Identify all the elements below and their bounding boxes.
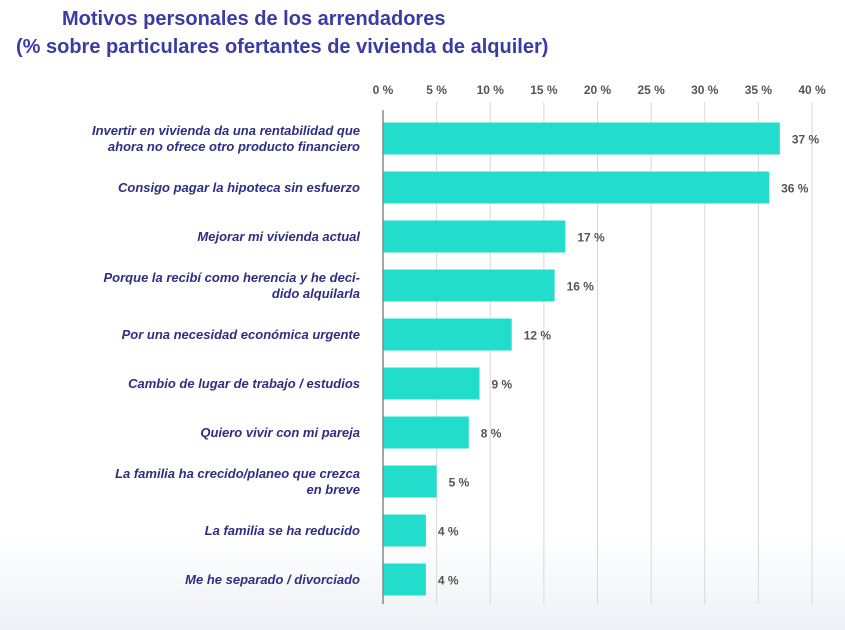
value-label: 4 % bbox=[438, 525, 459, 539]
value-label: 37 % bbox=[792, 133, 820, 147]
category-label: Invertir en vivienda da una rentabilidad… bbox=[91, 122, 360, 154]
category-label: Consigo pagar la hipoteca sin esfuerzo bbox=[118, 179, 360, 195]
x-tick-label: 10 % bbox=[477, 83, 505, 97]
x-tick-label: 0 % bbox=[373, 83, 394, 97]
bar bbox=[383, 171, 770, 204]
bar bbox=[383, 563, 426, 596]
category-label: La familia se ha reducido bbox=[204, 522, 360, 538]
bar bbox=[383, 220, 566, 253]
value-label: 36 % bbox=[781, 182, 809, 196]
value-label: 12 % bbox=[524, 329, 552, 343]
x-tick-label: 30 % bbox=[691, 83, 719, 97]
bar bbox=[383, 416, 469, 449]
bar bbox=[383, 465, 437, 498]
bar bbox=[383, 318, 512, 351]
bar bbox=[383, 122, 780, 155]
category-label: Porque la recibí como herencia y he deci… bbox=[103, 269, 360, 301]
category-label: Cambio de lugar de trabajo / estudios bbox=[128, 375, 360, 391]
bar bbox=[383, 367, 480, 400]
x-tick-label: 20 % bbox=[584, 83, 612, 97]
value-label: 5 % bbox=[449, 476, 470, 490]
value-label: 8 % bbox=[481, 427, 502, 441]
x-tick-label: 15 % bbox=[530, 83, 558, 97]
category-label: Me he separado / divorciado bbox=[185, 571, 360, 587]
value-label: 9 % bbox=[492, 378, 513, 392]
x-tick-label: 35 % bbox=[745, 83, 773, 97]
x-tick-label: 5 % bbox=[426, 83, 447, 97]
bar bbox=[383, 514, 426, 547]
value-label: 17 % bbox=[577, 231, 605, 245]
bar bbox=[383, 269, 555, 302]
x-tick-label: 40 % bbox=[798, 83, 826, 97]
category-label: Mejorar mi vivienda actual bbox=[197, 228, 360, 244]
category-label: Quiero vivir con mi pareja bbox=[200, 424, 360, 440]
chart-title: Motivos personales de los arrendadores bbox=[62, 8, 446, 30]
chart-subtitle: (% sobre particulares ofertantes de vivi… bbox=[16, 36, 549, 58]
x-tick-label: 25 % bbox=[637, 83, 665, 97]
value-label: 4 % bbox=[438, 574, 459, 588]
category-label: La familia ha crecido/planeo que crezca … bbox=[115, 465, 360, 497]
value-label: 16 % bbox=[567, 280, 595, 294]
category-label: Por una necesidad económica urgente bbox=[121, 326, 360, 342]
